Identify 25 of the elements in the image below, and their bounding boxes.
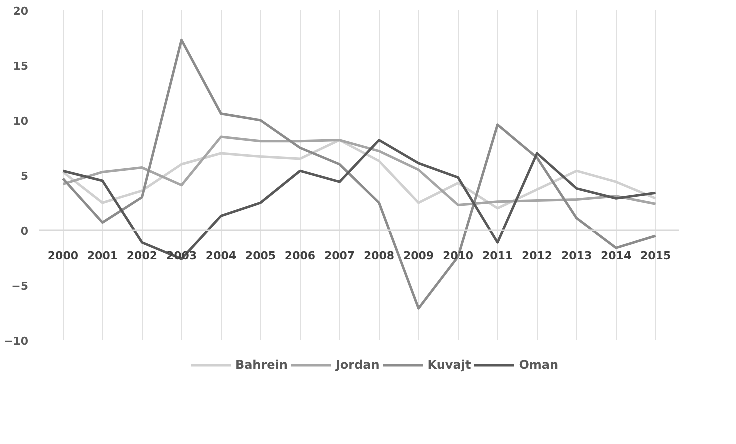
legend-label: Oman: [519, 358, 559, 372]
x-tick-label: 2006: [284, 250, 316, 262]
x-tick-label: 2013: [561, 250, 592, 262]
x-tick-label: 2008: [364, 250, 395, 262]
x-tick-label: 2001: [87, 250, 118, 262]
x-tick-label: 2012: [522, 250, 553, 262]
x-tick-label: 2009: [403, 250, 434, 262]
y-tick-label: 20: [13, 5, 29, 18]
x-tick-label: 2007: [324, 250, 356, 262]
legend-label: Bahrein: [235, 358, 288, 372]
y-tick-label: 15: [13, 60, 29, 73]
x-tick-label: 2014: [600, 250, 632, 262]
x-tick-label: 2004: [206, 250, 237, 262]
legend-label: Jordan: [336, 358, 380, 372]
y-tick-label: −10: [4, 335, 29, 348]
y-tick-label: −5: [12, 280, 29, 293]
legend-label: Kuvajt: [428, 358, 472, 372]
x-tick-label: 2005: [245, 250, 276, 262]
y-tick-label: 0: [20, 225, 29, 238]
y-tick-label: 10: [13, 115, 29, 128]
y-tick-label: 5: [20, 170, 28, 183]
x-tick-label: 2011: [482, 250, 514, 262]
x-tick-label: 2002: [126, 250, 158, 262]
x-tick-label: 2000: [48, 250, 79, 262]
x-tick-label: 2015: [640, 250, 672, 262]
